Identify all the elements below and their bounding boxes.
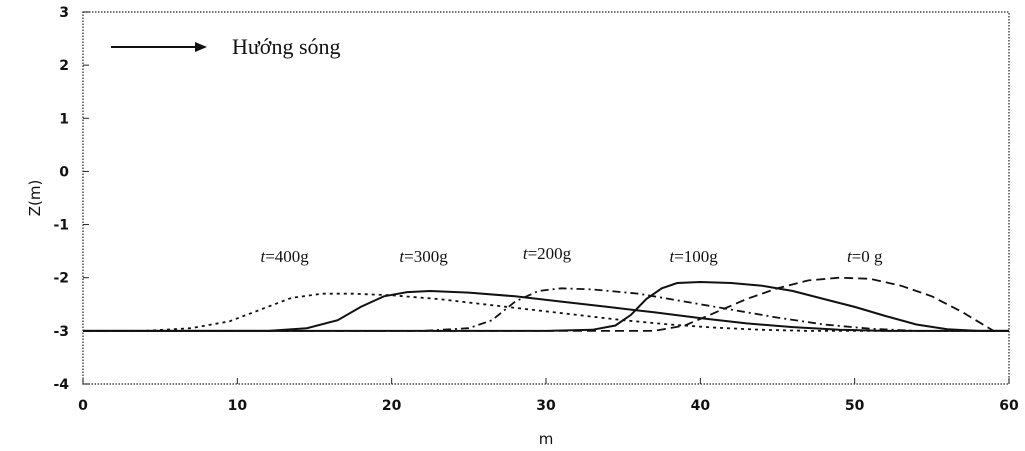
series-label-value: =200g [528, 244, 572, 263]
y-tick-label: -3 [53, 324, 69, 340]
x-axis-title: m [539, 430, 554, 448]
series-label: t=100g [669, 247, 718, 266]
series-label-italic: t [523, 244, 529, 263]
y-tick-label: -4 [53, 377, 69, 393]
series-label-italic: t [847, 247, 853, 266]
x-tick-label: 40 [691, 398, 711, 414]
y-tick-label: 2 [59, 58, 69, 74]
series-label: t=0 g [847, 247, 883, 266]
arrow-right-icon [195, 42, 207, 52]
plot-area-frame [82, 11, 1010, 385]
series-line-4 [83, 292, 1009, 332]
series-label-italic: t [260, 247, 266, 266]
series-layer [83, 276, 1009, 332]
series-label: t=300g [399, 247, 448, 266]
series-line-0 [83, 276, 1009, 332]
series-line-2 [83, 287, 1009, 332]
series-label-italic: t [399, 247, 405, 266]
x-tick-label: 20 [382, 398, 402, 414]
series-label-value: =0 g [852, 247, 883, 266]
series-label: t=400g [260, 247, 309, 266]
series-line-1 [83, 280, 1009, 332]
series-line-3 [83, 289, 1009, 332]
series-label: t=200g [523, 244, 572, 263]
y-tick-label: 1 [59, 111, 69, 127]
series-label-italic: t [669, 247, 675, 266]
x-tick-label: 50 [845, 398, 865, 414]
y-tick-label: 3 [59, 5, 69, 21]
legend: Hướng sóng [111, 34, 341, 59]
legend-text: Hướng sóng [232, 34, 341, 59]
series-label-value: =400g [265, 247, 309, 266]
y-axis-title: Z(m) [26, 180, 44, 217]
x-tick-label: 30 [536, 398, 556, 414]
series-label-value: =300g [404, 247, 448, 266]
x-tick-label: 60 [999, 398, 1019, 414]
x-tick-label: 10 [228, 398, 248, 414]
series-label-value: =100g [674, 247, 718, 266]
y-tick-label: 0 [59, 164, 69, 180]
x-tick-label: 0 [78, 398, 88, 414]
y-tick-label: -2 [53, 271, 69, 287]
y-tick-label: -1 [53, 218, 69, 234]
